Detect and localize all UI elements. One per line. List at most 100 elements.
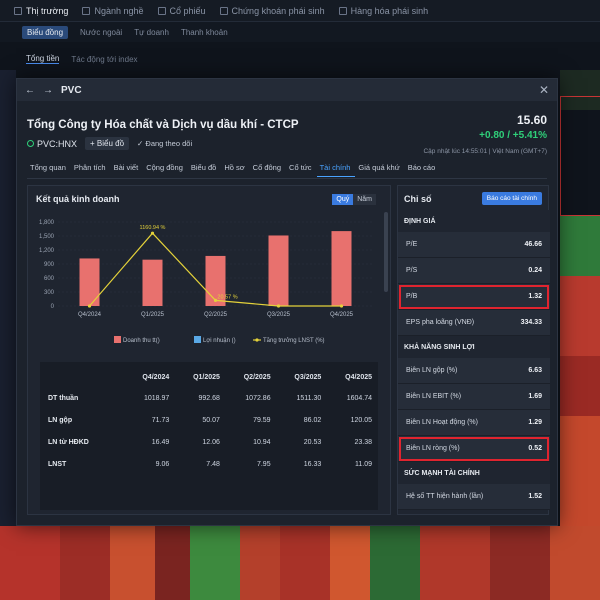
heatmap-tile	[0, 70, 16, 530]
x-tick-label: Q4/2024	[78, 312, 102, 318]
forward-arrow-icon[interactable]: →	[43, 84, 53, 96]
grid-icon	[82, 6, 91, 15]
tab-profile[interactable]: Hồ sơ	[224, 163, 245, 172]
nav-derivatives[interactable]: Chứng khoán phái sinh	[219, 6, 325, 16]
tab-dividends[interactable]: Cổ tức	[289, 163, 312, 172]
financial-report-button[interactable]: Báo cáo tài chính	[481, 192, 542, 205]
indicator-gross-margin: Biên LN gộp (%) 6.63	[398, 358, 550, 384]
growth-point	[150, 231, 155, 235]
add-chart-button[interactable]: + Biểu đồ	[85, 137, 130, 150]
heatmap-tile	[560, 216, 600, 276]
heatmap-tile	[420, 526, 490, 600]
indicators-list: ĐỊNH GIÁ P/E 46.66 P/S 0.24 P/B 1.32 EPS ph…	[398, 210, 550, 510]
follow-status[interactable]: ✓ Đang theo dõi	[137, 139, 193, 148]
indicator-pb: P/B 1.32	[398, 284, 550, 310]
tab-shareholders[interactable]: Cổ đông	[252, 163, 282, 172]
indicators-title: Chỉ số	[404, 194, 432, 204]
period-year-button[interactable]: Năm	[353, 194, 376, 205]
indicator-ps: P/S 0.24	[398, 258, 550, 284]
heatmap-tile	[190, 526, 240, 600]
nav-industry[interactable]: Ngành nghề	[82, 6, 144, 16]
table-cell: 1072.86	[245, 394, 271, 402]
indicator-current-ratio: Hệ số TT hiện hành (lần) 1.52	[398, 484, 550, 510]
subnav-impact[interactable]: Tác động tới index	[71, 54, 138, 64]
subnav-total[interactable]: Tổng tiền	[26, 54, 60, 64]
subnav-proprietary[interactable]: Tự doanh	[134, 27, 169, 37]
grid-icon	[219, 6, 228, 15]
table-cell: 1604.74	[346, 394, 372, 402]
tab-reports[interactable]: Báo cáo	[407, 163, 436, 172]
bar-revenue	[268, 235, 289, 306]
stock-price: 15.60	[516, 113, 547, 127]
exchange-ticker: PVC:HNX	[27, 139, 77, 149]
subnav-changes[interactable]: Biểu đồng	[22, 25, 69, 39]
sub-nav-2: Tổng tiền Tác động tới index	[0, 50, 600, 68]
subnav-liquidity[interactable]: Thanh khoản	[180, 27, 228, 37]
table-row: DT thuần 1018.97 992.68 1072.86 1511.30 …	[40, 387, 378, 409]
legend-label: Tăng trưởng LNST (%)	[263, 337, 325, 344]
legend-label: Lợi nhuận ()	[203, 338, 236, 344]
subnav-foreign[interactable]: Nước ngoài	[80, 27, 123, 37]
grid-icon	[157, 6, 166, 15]
heatmap-tile	[330, 526, 370, 600]
company-name: Tổng Công ty Hóa chất và Dịch vụ dầu khí…	[27, 119, 299, 131]
heatmap-tile	[280, 526, 330, 600]
heatmap-highlight-frame	[560, 96, 600, 216]
tab-analysis[interactable]: Phân tích	[73, 163, 106, 172]
table-cell: 1511.30	[296, 394, 322, 402]
business-results-panel: Kết quả kinh doanh Quý Năm 0 300 600 900 1,2…	[27, 185, 391, 515]
heatmap-tile	[560, 416, 600, 526]
tab-community[interactable]: Cộng đồng	[146, 163, 183, 172]
y-tick-label: 0	[51, 304, 55, 310]
tab-price-history[interactable]: Giá quá khứ	[358, 163, 400, 172]
table-cell: 71.73	[151, 416, 170, 424]
tab-finance[interactable]: Tài chính	[316, 163, 356, 177]
heatmap-tile	[110, 526, 155, 600]
close-icon[interactable]: ✕	[538, 83, 549, 97]
x-tick-label: Q4/2025	[330, 312, 354, 318]
heatmap-tile	[490, 526, 550, 600]
table-cell: 20.53	[303, 438, 322, 446]
tab-posts[interactable]: Bài viết	[113, 163, 139, 172]
indicator-eps: EPS pha loãng (VNĐ) 334.33	[398, 310, 550, 336]
table-cell: 9.06	[155, 460, 170, 468]
table-cell: 79.59	[253, 416, 271, 424]
tab-chart[interactable]: Biểu đồ	[190, 163, 217, 172]
growth-point	[276, 304, 281, 308]
heatmap-tile	[60, 526, 110, 600]
section-profitability: KHẢ NĂNG SINH LỢI	[398, 336, 550, 358]
stock-detail-modal: ← → PVC ✕ Tổng Công ty Hóa chất và Dịch …	[16, 78, 558, 526]
nav-stocks[interactable]: Cổ phiếu	[157, 6, 206, 16]
row-label: LN từ HĐKD	[48, 438, 89, 446]
modal-header: ← → PVC	[17, 79, 557, 101]
annotation-label: 1160.94 %	[140, 225, 166, 231]
row-label: LNST	[48, 460, 67, 468]
business-table: Q4/2024 Q1/2025 Q2/2025 Q3/2025 Q4/2025 …	[40, 362, 378, 510]
nav-commodity[interactable]: Hàng hóa phái sinh	[338, 6, 428, 16]
period-quarter-button[interactable]: Quý	[332, 194, 354, 205]
y-tick-label: 1,800	[39, 220, 55, 226]
tab-overview[interactable]: Tổng quan	[30, 163, 66, 172]
detail-tabs: Tổng quan Phân tích Bài viết Cộng đồng B…	[27, 163, 440, 177]
table-header: Q2/2025	[243, 374, 271, 381]
table-row: LN từ HĐKD 16.49 12.06 10.94 20.53 23.38	[40, 431, 378, 453]
x-tick-label: Q2/2025	[204, 312, 228, 318]
section-financial-strength: SỨC MẠNH TÀI CHÍNH	[398, 462, 550, 484]
table-cell: 7.48	[206, 460, 220, 468]
indicator-net-margin: Biên LN ròng (%) 0.52	[398, 436, 550, 462]
business-chart: 0 300 600 900 1,200 1,500 1,800 Q4/2024 Q1/2025 Q…	[39, 220, 373, 344]
tab-divider	[27, 178, 547, 179]
status-dot-icon	[27, 140, 34, 147]
table-cell: 23.38	[354, 438, 372, 446]
indicator-ebit-margin: Biên LN EBIT (%) 1.69	[398, 384, 550, 410]
legend-swatch	[194, 336, 201, 343]
table-header: Q4/2024	[142, 374, 170, 381]
chart-scrollbar[interactable]	[384, 212, 388, 292]
bar-revenue	[79, 258, 100, 306]
nav-market[interactable]: Thị trường	[14, 6, 68, 16]
table-header-row: Q4/2024 Q1/2025 Q2/2025 Q3/2025 Q4/2025	[40, 362, 378, 387]
heatmap-tile	[560, 356, 600, 416]
x-tick-label: Q1/2025	[141, 312, 165, 318]
back-arrow-icon[interactable]: ←	[25, 84, 35, 96]
heatmap-tile	[240, 526, 280, 600]
